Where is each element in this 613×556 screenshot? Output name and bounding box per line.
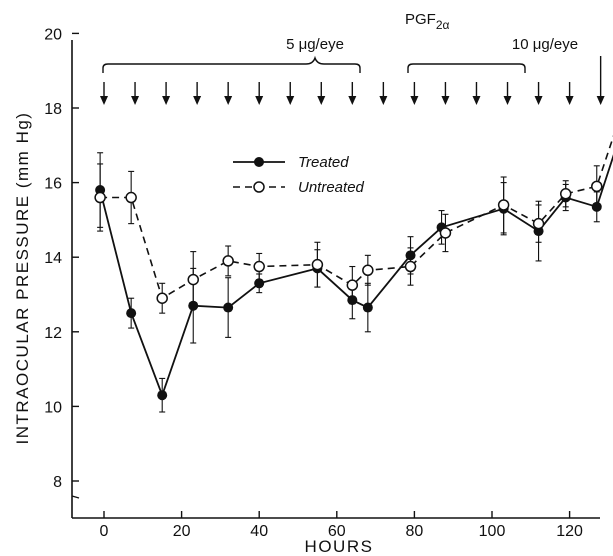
series-untreated-point: [187, 273, 199, 286]
series-treated-point: [188, 300, 199, 311]
series-untreated-point: [559, 188, 572, 200]
dose-arrow-head: [286, 96, 295, 105]
dose-arrow-head: [224, 96, 233, 105]
dose-arrow-head: [348, 96, 357, 105]
x-tick-label: 100: [479, 523, 506, 540]
dose-arrow-head: [131, 96, 140, 105]
x-axis-title: HOURS: [305, 537, 374, 556]
series-treated-point: [405, 250, 416, 261]
series-untreated-point: [156, 292, 168, 304]
dose-arrow-head: [410, 96, 419, 105]
dose-arrow-head: [565, 96, 574, 105]
y-tick-label: 16: [44, 176, 62, 193]
series-treated-point: [347, 295, 358, 306]
dose-arrow-head: [441, 96, 450, 105]
dose-high-label: 10 μg/eye: [512, 36, 578, 53]
series-treated-point: [157, 390, 168, 401]
dose-low-label: 5 μg/eye: [286, 36, 344, 53]
series-untreated-line: [100, 135, 613, 300]
y-axis-title: INTRAOCULAR PRESSURE (mm Hg): [13, 112, 32, 445]
dose-arrow-head: [534, 96, 543, 105]
series-treated-point: [254, 278, 265, 289]
series-untreated-point: [222, 255, 234, 267]
dose-mid-brace: [407, 63, 526, 73]
y-tick-label: 10: [44, 399, 62, 416]
drug-name: PGF: [405, 11, 436, 28]
series-treated-line: [99, 154, 613, 398]
y-tick-label: 20: [44, 26, 62, 43]
dose-low-brace: [102, 55, 361, 73]
x-tick-label: 20: [173, 523, 191, 540]
x-ticks: 020406080100120140: [100, 511, 583, 540]
drug-subscript: 2α: [436, 18, 450, 32]
series-treated-point: [591, 201, 602, 212]
y-ticks: 8 10 12 14 16 18 20: [44, 26, 79, 491]
x-tick-label: 40: [250, 523, 268, 540]
series-untreated-point: [591, 180, 603, 193]
dose-arrow-head: [162, 96, 171, 105]
series-treated-point: [126, 308, 137, 319]
series-untreated-point: [439, 227, 452, 239]
dose-arrow-head: [255, 96, 264, 105]
series-untreated-point: [532, 217, 545, 230]
series-untreated-point: [125, 191, 137, 204]
x-tick-label: 0: [100, 523, 109, 540]
y-tick-label: 12: [44, 325, 62, 342]
x-tick-label: 80: [406, 523, 424, 540]
legend: Treated Untreated: [233, 154, 365, 196]
dose-arrow-head: [503, 96, 512, 105]
series-layer: [94, 135, 613, 413]
x-tick-label: 60: [328, 523, 346, 540]
series-untreated-point: [311, 258, 324, 271]
y-tick-label: 14: [44, 250, 62, 267]
dose-arrow-head: [193, 96, 202, 105]
dose-arrow-head: [379, 96, 388, 105]
series-untreated-point: [94, 191, 106, 204]
series-untreated-point: [404, 260, 417, 273]
series-treated-point: [362, 302, 373, 313]
y-tick-label: 18: [44, 101, 62, 118]
series-untreated-point: [362, 264, 374, 277]
dose-arrows: [100, 56, 605, 105]
dose-arrow-head: [317, 96, 326, 105]
legend-treated-marker: [254, 157, 264, 167]
drug-label: PGF2α: [405, 11, 450, 32]
y-axis-break: [71, 495, 80, 499]
legend-treated-label: Treated: [298, 154, 349, 171]
dose-arrow-head: [596, 96, 605, 105]
series-untreated-point: [253, 260, 265, 273]
dose-arrow-head: [100, 96, 108, 105]
dose-arrow-head: [472, 96, 481, 105]
series-untreated-point: [346, 279, 359, 291]
series-treated-point: [223, 302, 234, 313]
series-untreated-point: [497, 199, 510, 211]
y-tick-label: 8: [53, 474, 62, 491]
x-tick-label: 120: [556, 523, 583, 540]
legend-untreated-marker: [253, 181, 265, 193]
legend-untreated-label: Untreated: [298, 179, 365, 196]
